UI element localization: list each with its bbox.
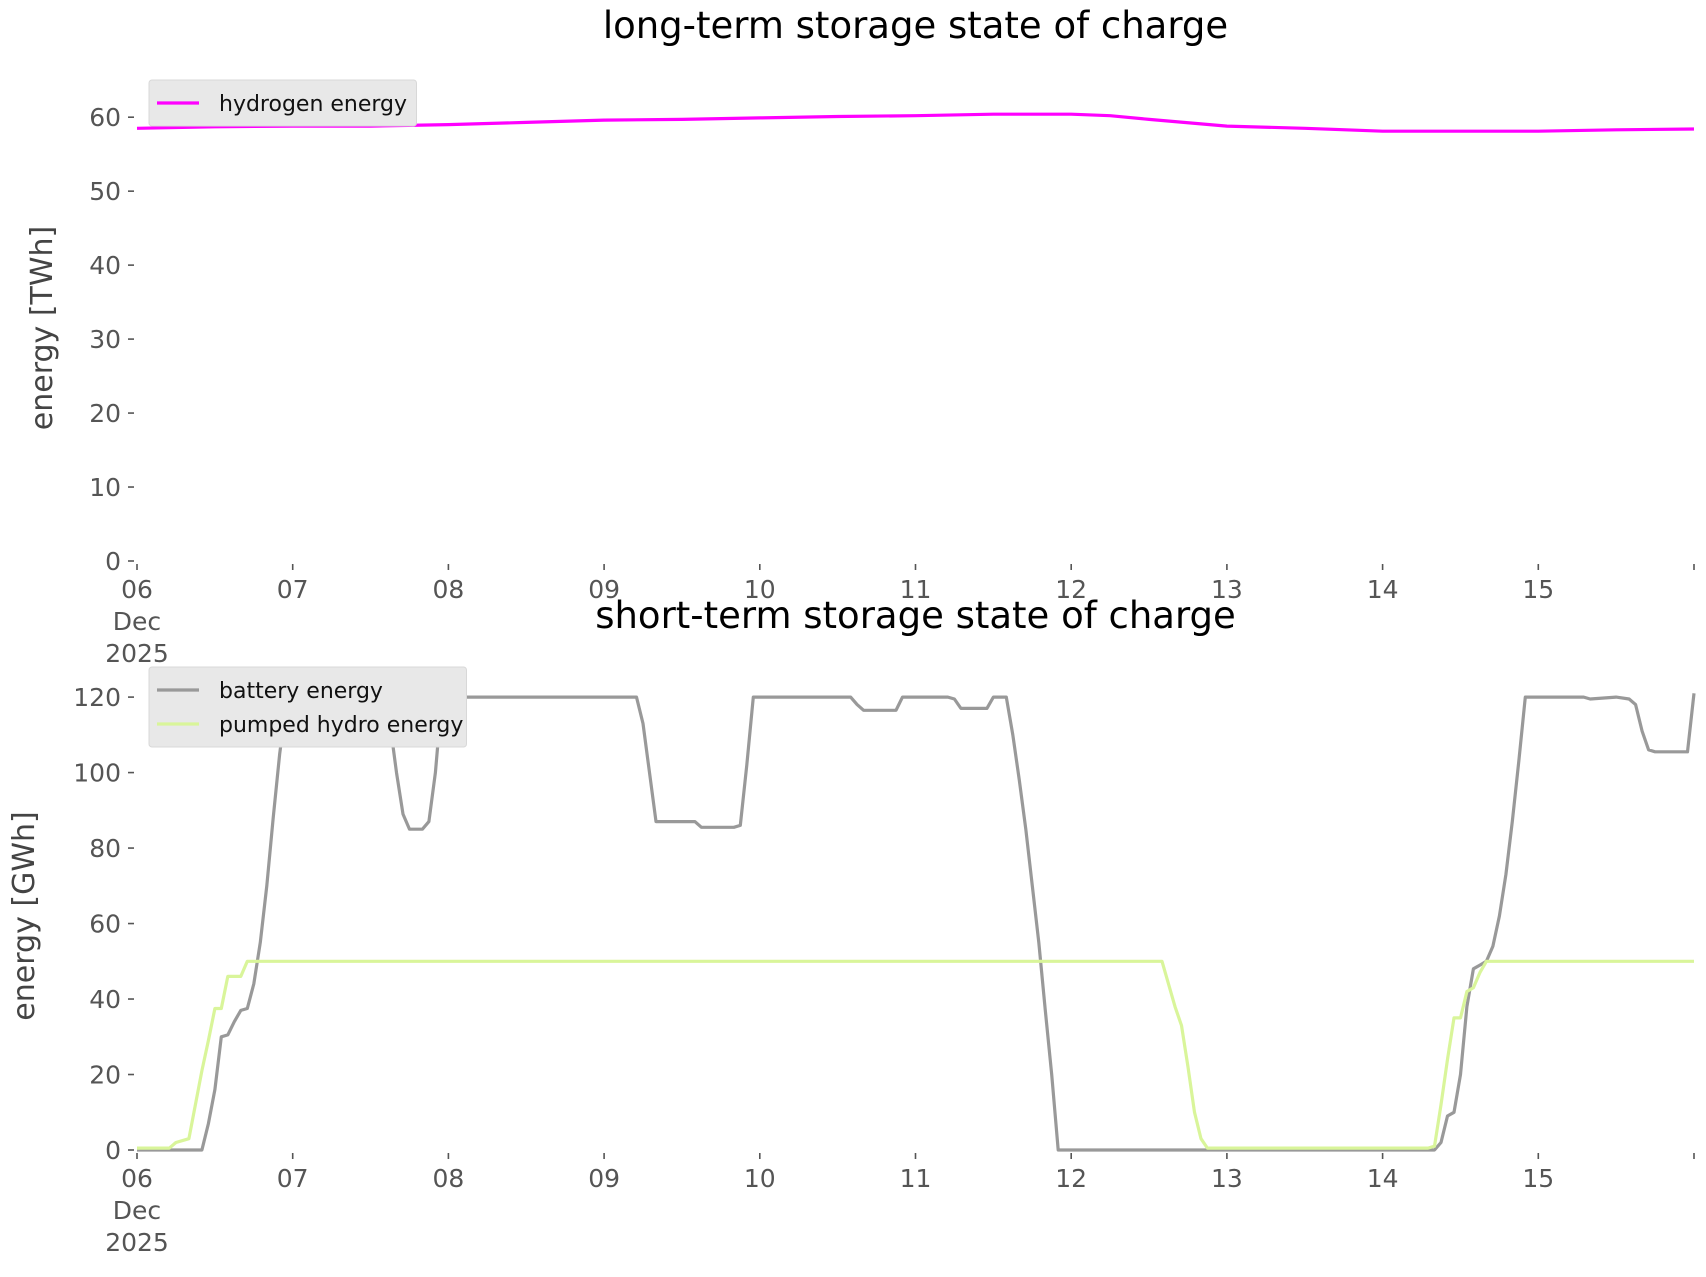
short-term-storage-chart: short-term storage state of charge energ… — [7, 594, 1696, 1257]
legend-label: hydrogen energy — [219, 92, 407, 117]
y-tick-label: 100 — [73, 759, 121, 788]
series-line — [137, 693, 1696, 1152]
legend: battery energy pumped hydro energy — [148, 666, 467, 748]
series-line — [137, 959, 1694, 1150]
legend: hydrogen energy — [148, 79, 417, 127]
long-term-storage-chart: long-term storage state of charge energy… — [25, 4, 1695, 668]
x-tick-label: 08 — [432, 1164, 464, 1193]
x-tick-label: 07 — [277, 1164, 309, 1193]
y-tick-label: 0 — [105, 1136, 121, 1165]
legend-label: battery energy — [219, 679, 383, 704]
y-tick-label: 20 — [89, 399, 121, 428]
y-tick-label: 30 — [89, 325, 121, 354]
y-tick-label: 50 — [89, 177, 121, 206]
x-tick-label: 09 — [588, 575, 620, 604]
y-tick-label: 10 — [89, 473, 121, 502]
x-tick-label: 06 — [121, 1164, 153, 1193]
x-tick-label: 11 — [900, 1164, 932, 1193]
legend-box — [148, 79, 417, 127]
y-tick-label: 80 — [89, 834, 121, 863]
x-tick-label: 12 — [1055, 575, 1087, 604]
legend-box — [148, 666, 467, 748]
y-tick-label: 120 — [73, 683, 121, 712]
x-tick-label: 13 — [1211, 1164, 1243, 1193]
x-tick-label: 07 — [277, 575, 309, 604]
x-tick-label: 06 — [121, 575, 153, 604]
y-tick-label: 60 — [89, 910, 121, 939]
x-tick-label: 14 — [1367, 575, 1399, 604]
x-tick-label: 10 — [744, 1164, 776, 1193]
x-tick-label: 15 — [1522, 575, 1554, 604]
x-tick-label: 12 — [1055, 1164, 1087, 1193]
x-tick-label: 15 — [1522, 1164, 1554, 1193]
x-tick-label: 13 — [1211, 575, 1243, 604]
chart-title: long-term storage state of charge — [603, 4, 1228, 47]
x-tick-label: 09 — [588, 1164, 620, 1193]
series-group — [137, 693, 1696, 1152]
chart-title: short-term storage state of charge — [595, 594, 1236, 637]
legend-label: pumped hydro energy — [219, 713, 463, 738]
tick-group: 0 10 20 30 40 50 60 06 Dec 2025 07 08 09 10 11 12 13 14 15 — [89, 103, 1695, 668]
x-tick-label: 14 — [1367, 1164, 1399, 1193]
y-tick-label: 0 — [105, 547, 121, 576]
y-axis-label: energy [TWh] — [25, 226, 60, 430]
y-tick-label: 60 — [89, 103, 121, 132]
y-tick-label: 20 — [89, 1061, 121, 1090]
y-tick-label: 40 — [89, 251, 121, 280]
x-tick-label: Dec — [113, 1196, 161, 1225]
x-tick-label: 2025 — [105, 1228, 169, 1257]
x-tick-label: 10 — [744, 575, 776, 604]
tick-group: 0 20 40 60 80 100 120 06 Dec 2025 07 08 09 10 11 12 13 14… — [73, 683, 1695, 1257]
x-tick-label: Dec — [113, 607, 161, 636]
x-tick-label: 11 — [900, 575, 932, 604]
y-axis-label: energy [GWh] — [7, 811, 42, 1020]
y-tick-label: 40 — [89, 985, 121, 1014]
x-tick-label: 08 — [432, 575, 464, 604]
x-tick-label: 2025 — [105, 639, 169, 668]
